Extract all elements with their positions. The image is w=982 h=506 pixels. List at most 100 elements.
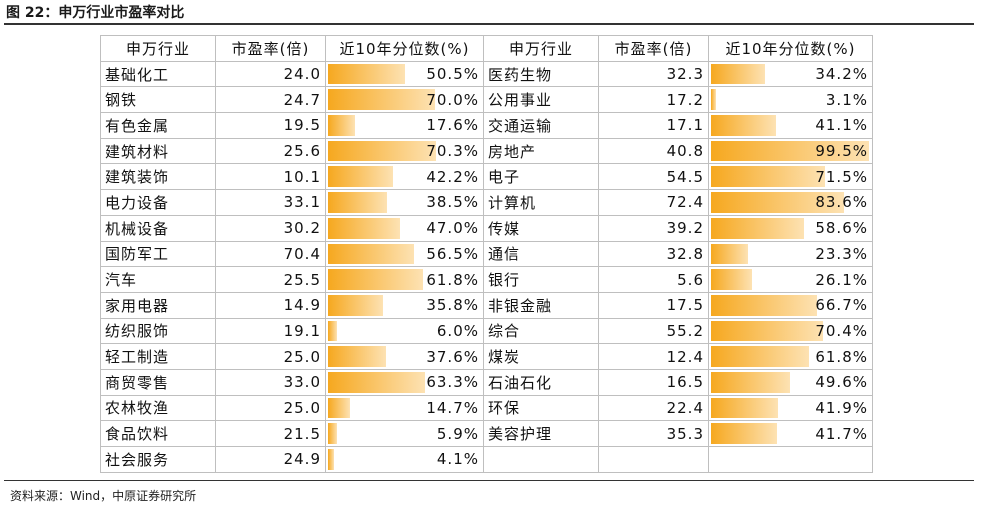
percentile: 37.6% (426, 347, 479, 366)
percentile-cell: 38.5% (325, 189, 484, 216)
industry: 汽车 (100, 266, 216, 293)
percentile: 66.7% (815, 296, 868, 315)
industry: 房地产 (483, 137, 599, 165)
industry: 商贸零售 (100, 368, 216, 396)
row: 纺织服饰 19.1 6.0% 综合 55.2 70.4% (100, 317, 873, 345)
industry: 非银金融 (483, 291, 599, 319)
percentile-cell: 56.5% (325, 240, 484, 268)
header-cell: 申万行业 (483, 35, 599, 62)
percentile: 58.6% (815, 219, 868, 238)
industry: 纺织服饰 (100, 317, 216, 345)
data-bar (328, 346, 386, 367)
pe: 25.6 (215, 137, 326, 165)
empty-cell (598, 446, 709, 473)
percentile-cell: 61.8% (708, 343, 873, 370)
industry: 建筑材料 (100, 137, 216, 165)
data-bar (711, 243, 749, 265)
pe: 16.5 (598, 368, 709, 396)
industry: 有色金属 (100, 112, 216, 139)
percentile-cell: 5.9% (325, 420, 484, 447)
industry: 美容护理 (483, 420, 599, 447)
percentile-cell: 66.7% (708, 291, 873, 319)
percentile-cell: 23.3% (708, 240, 873, 268)
pe: 32.8 (598, 240, 709, 268)
percentile: 14.7% (426, 398, 479, 417)
percentile: 34.2% (815, 65, 868, 84)
row: 轻工制造 25.0 37.6% 煤炭 12.4 61.8% (100, 343, 873, 370)
rule (4, 23, 974, 25)
percentile: 71.5% (815, 167, 868, 186)
percentile: 4.1% (436, 450, 479, 469)
row: 基础化工 24.0 50.5% 医药生物 32.3 34.2% (100, 60, 873, 88)
industry: 建筑装饰 (100, 163, 216, 191)
percentile-cell: 3.1% (708, 86, 873, 114)
row: 电力设备 33.1 38.5% 计算机 72.4 83.6% (100, 189, 873, 216)
pe: 17.2 (598, 86, 709, 114)
percentile-cell: 47.0% (325, 214, 484, 242)
header-cell: 市盈率(倍) (598, 35, 709, 62)
header-cell: 市盈率(倍) (215, 35, 326, 62)
industry: 交通运输 (483, 112, 599, 139)
industry: 食品饮料 (100, 420, 216, 447)
percentile-cell: 14.7% (325, 394, 484, 422)
data-bar (328, 294, 383, 316)
data-bar (711, 217, 805, 239)
percentile: 41.9% (815, 398, 868, 417)
percentile-cell: 41.1% (708, 112, 873, 139)
data-bar (328, 269, 423, 290)
percentile-cell: 70.4% (708, 317, 873, 345)
data-bar (328, 243, 415, 265)
industry: 环保 (483, 394, 599, 422)
table: 申万行业 市盈率(倍) 近10年分位数(%) 申万行业 市盈率(倍) 近10年分位数(%)… (100, 35, 873, 473)
pe: 70.4 (215, 240, 326, 268)
data-bar (328, 423, 338, 444)
pe: 19.5 (215, 112, 326, 139)
percentile: 35.8% (426, 296, 479, 315)
pe: 30.2 (215, 214, 326, 242)
pe: 33.0 (215, 368, 326, 396)
percentile: 49.6% (815, 373, 868, 392)
row: 商贸零售 33.0 63.3% 石油石化 16.5 49.6% (100, 368, 873, 396)
percentile: 42.2% (426, 167, 479, 186)
industry: 农林牧渔 (100, 394, 216, 422)
percentile: 38.5% (426, 193, 479, 212)
data-bar (328, 320, 338, 342)
industry: 计算机 (483, 189, 599, 216)
pe: 25.0 (215, 394, 326, 422)
percentile: 61.8% (815, 347, 868, 366)
industry: 轻工制造 (100, 343, 216, 370)
percentile-cell: 70.0% (325, 86, 484, 114)
row: 国防军工 70.4 56.5% 通信 32.8 23.3% (100, 240, 873, 268)
data-bar (328, 371, 425, 393)
percentile-cell: 26.1% (708, 266, 873, 293)
row: 社会服务 24.9 4.1% (100, 446, 873, 473)
percentile: 23.3% (815, 244, 868, 263)
header-cell: 近10年分位数(%) (708, 35, 873, 62)
industry: 国防军工 (100, 240, 216, 268)
data-bar (328, 63, 406, 85)
data-bar (328, 166, 393, 188)
data-bar (328, 192, 387, 213)
data-bar (711, 140, 870, 162)
percentile: 17.6% (426, 116, 479, 135)
row: 建筑材料 25.6 70.3% 房地产 40.8 99.5% (100, 137, 873, 165)
percentile-cell: 41.9% (708, 394, 873, 422)
industry: 传媒 (483, 214, 599, 242)
industry: 基础化工 (100, 60, 216, 88)
pe: 25.5 (215, 266, 326, 293)
percentile-cell: 61.8% (325, 266, 484, 293)
rule (4, 480, 974, 481)
pe: 24.0 (215, 60, 326, 88)
percentile-cell: 50.5% (325, 60, 484, 88)
pe: 35.3 (598, 420, 709, 447)
percentile-cell: 70.3% (325, 137, 484, 165)
percentile: 83.6% (815, 193, 868, 212)
pe: 12.4 (598, 343, 709, 370)
pe: 19.1 (215, 317, 326, 345)
data-bar (711, 371, 790, 393)
header-cell: 近10年分位数(%) (325, 35, 484, 62)
pe: 72.4 (598, 189, 709, 216)
percentile-cell: 34.2% (708, 60, 873, 88)
empty-cell (483, 446, 599, 473)
percentile-cell: 99.5% (708, 137, 873, 165)
